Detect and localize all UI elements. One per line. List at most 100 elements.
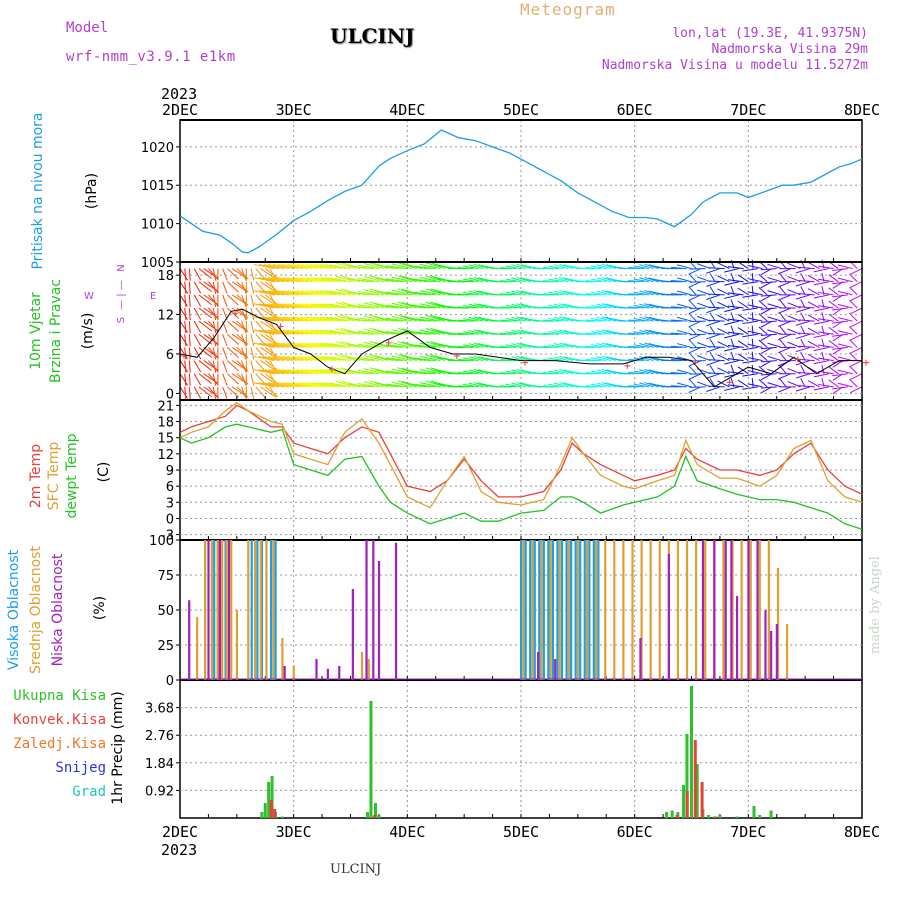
wind-arrow [391, 342, 413, 348]
wind-arrow [357, 383, 379, 388]
wind-arrow [385, 383, 408, 388]
wind-arrow [462, 370, 479, 375]
wind-arrow [596, 329, 612, 335]
wind-arrow [633, 357, 649, 362]
wind-arrow [628, 293, 645, 296]
wind-arrow [385, 370, 408, 375]
wind-arrow [590, 383, 607, 388]
wind-arrow [724, 333, 739, 339]
wind-arrow [706, 320, 721, 327]
wind-arrow [760, 346, 777, 350]
wind-arrow [688, 365, 697, 375]
wind-arrow [639, 356, 654, 362]
mid-cloud-bar [640, 540, 643, 680]
wind-arrow [258, 329, 280, 335]
wind-arrow [717, 327, 730, 335]
top-date-label: 5DEC [503, 101, 539, 119]
wind-arrow [559, 368, 574, 375]
wind-arrow [260, 268, 275, 279]
wind-arrow [253, 355, 275, 362]
wind-arrow [553, 303, 569, 309]
wind-arrow [800, 365, 806, 374]
wind-arrow [425, 275, 446, 283]
wind-arrow [306, 277, 327, 283]
wind-arrow [516, 342, 531, 348]
bottom-date-label: 4DEC [389, 823, 425, 841]
wind-arrow [188, 347, 191, 360]
wind-arrow [380, 384, 403, 388]
wind-arrow [751, 378, 754, 387]
precip-legend-1: Konvek.Kisa [13, 712, 106, 728]
wind-arrow [767, 316, 782, 322]
wind-arrow [706, 346, 721, 353]
wind-arrow [849, 339, 858, 348]
wind-arrow [357, 356, 379, 362]
wind-arrow [553, 343, 569, 348]
wind-arrow [231, 320, 247, 331]
wind-arrow [457, 293, 474, 296]
wind-arrow [301, 342, 323, 348]
wind-arrow [310, 290, 332, 296]
wind-arrow [260, 347, 275, 358]
wind-arrow [795, 360, 811, 366]
mid-cloud-bar [531, 540, 534, 680]
wind-arrow [414, 370, 436, 375]
wind-arrow [709, 365, 716, 374]
wind-arrow [315, 263, 337, 270]
wind-arrow [473, 368, 488, 375]
wind-arrow [639, 369, 654, 375]
wind-arrow [548, 383, 564, 388]
high-cloud-bar [224, 540, 227, 680]
wind-arrow [795, 386, 811, 392]
y-tick-label-1: 18 [157, 269, 174, 284]
wind-arrow [760, 386, 773, 394]
high-cloud-bar [565, 540, 568, 680]
wind-arrow [787, 367, 801, 375]
wind-arrow [425, 301, 446, 309]
wind-gust-mark [692, 359, 699, 366]
wind-arrow [747, 356, 763, 362]
y-tick-label-4: 3.68 [145, 702, 174, 717]
precip-total-bar [769, 810, 773, 818]
wind-arrow [676, 316, 692, 322]
wind-arrow [639, 277, 654, 283]
wind-arrow [208, 373, 219, 385]
wind-arrow [352, 371, 375, 375]
wind-arrow [320, 369, 342, 375]
wind-arrow [208, 307, 219, 320]
low-cloud-bar [775, 624, 778, 680]
temp-side-label-0: 2m Temp [28, 444, 44, 508]
wind-arrow [670, 319, 687, 322]
wind-arrow [798, 306, 815, 309]
wind-arrow [787, 275, 801, 283]
wind-arrow [818, 305, 834, 309]
station-title: ULCINJ [330, 24, 415, 48]
wind-arrow [315, 369, 337, 375]
meteogram-title: Meteogram [520, 0, 616, 19]
wind-arrow [179, 268, 188, 281]
precip-total-bar [695, 764, 699, 818]
low-cloud-bar [639, 638, 642, 680]
wind-arrow [601, 289, 616, 296]
wind-arrow [760, 333, 777, 337]
wind-arrow [688, 339, 697, 348]
wind-arrow [320, 303, 342, 309]
wind-arrow [511, 316, 526, 322]
wind-arrow [198, 307, 212, 319]
precip-conv-bar [685, 791, 689, 818]
wind-arrow [542, 372, 559, 375]
wind-arrow [670, 332, 687, 335]
wind-arrow [807, 288, 820, 296]
wind-arrow [717, 367, 730, 375]
wind-arrow [193, 268, 202, 281]
wind-arrow [511, 343, 526, 348]
wind-arrow [818, 383, 834, 388]
wind-arrow [798, 358, 815, 362]
y-tick-label-3: 25 [157, 639, 174, 654]
y-tick-label-2: 0 [166, 512, 174, 527]
wind-arrow [706, 386, 721, 392]
wind-arrow [391, 315, 413, 322]
wind-arrow [706, 294, 721, 300]
wind-arrow [709, 286, 716, 296]
wind-arrow [590, 278, 607, 283]
